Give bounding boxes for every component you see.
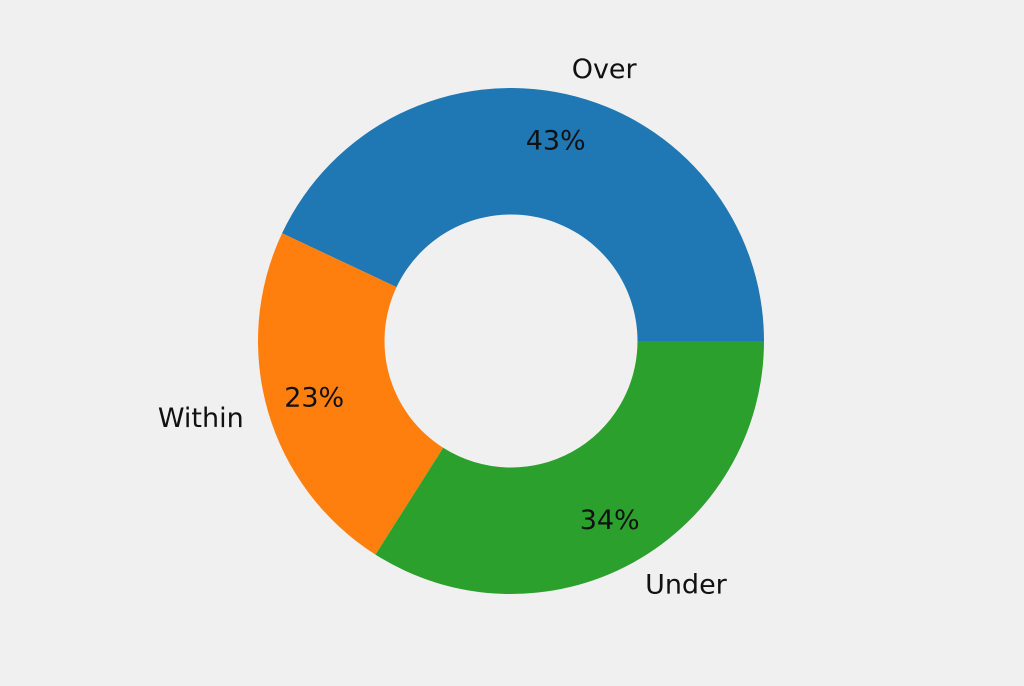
slice-pct-under: 34% — [580, 505, 640, 536]
slice-pct-over: 43% — [526, 126, 586, 157]
slice-label-under: Under — [645, 569, 728, 600]
slice-pct-within: 23% — [284, 383, 344, 414]
pie-slice-over — [282, 88, 764, 341]
pie-slice-within — [257, 233, 444, 555]
slice-label-within: Within — [158, 403, 244, 434]
pie-slice-under — [375, 341, 764, 595]
slice-label-over: Over — [572, 54, 638, 85]
